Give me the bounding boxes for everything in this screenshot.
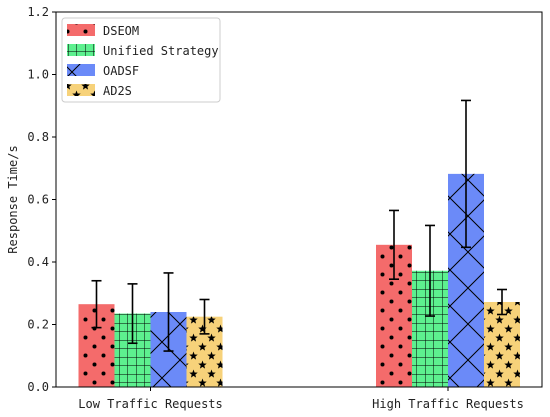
legend-swatch-hatch [67, 84, 95, 96]
y-tick-label: 0.0 [27, 380, 49, 394]
y-tick-label: 0.2 [27, 318, 49, 332]
y-axis: 0.0 0.2 0.4 0.6 0.8 1.0 1.2 [27, 5, 56, 394]
x-axis: Low Traffic Requests High Traffic Request… [78, 387, 524, 411]
legend-label: AD2S [103, 84, 132, 98]
error-bars-layer [91, 99, 507, 352]
y-tick-label: 1.2 [27, 5, 49, 19]
bars-layer [78, 173, 520, 387]
legend-label: Unified Strategy [103, 44, 219, 58]
legend-label: OADSF [103, 64, 139, 78]
y-tick-label: 0.6 [27, 193, 49, 207]
legend-frame [61, 17, 221, 103]
y-tick-label: 0.4 [27, 255, 49, 269]
legend-label: DSEOM [103, 24, 139, 38]
x-tick-label: Low Traffic Requests [78, 397, 223, 411]
legend-swatch-hatch [67, 24, 95, 36]
legend-swatch-hatch [67, 64, 95, 76]
y-tick-label: 1.0 [27, 68, 49, 82]
y-axis-label: Response Time/s [6, 145, 20, 253]
bar-hatch [484, 302, 520, 387]
x-tick-label: High Traffic Requests [372, 397, 524, 411]
y-tick-label: 0.8 [27, 130, 49, 144]
legend-swatch-hatch [67, 44, 95, 56]
legend: DSEOM Unified Strategy OADSF AD2S [61, 17, 221, 103]
